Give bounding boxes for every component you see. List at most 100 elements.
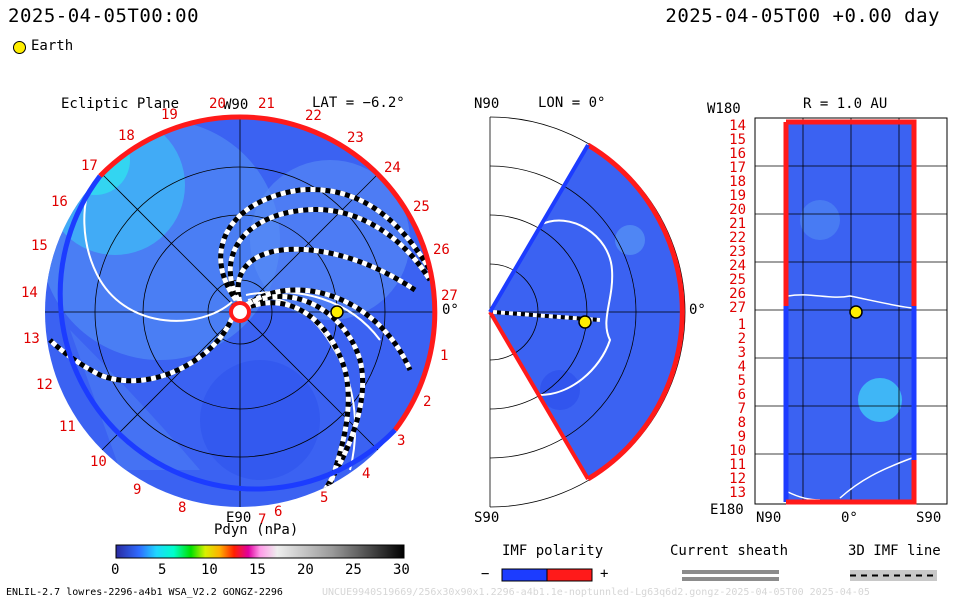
row-label: 22 — [729, 230, 746, 246]
sector-label: 11 — [59, 419, 76, 435]
row-label: 14 — [729, 118, 746, 134]
row-label: 3 — [737, 345, 746, 361]
polarity-negative-swatch — [501, 568, 548, 582]
ecliptic-plane-panel — [45, 114, 438, 507]
longitude-label: LON = 0° — [538, 95, 606, 111]
ecliptic-title: Ecliptic Plane — [61, 96, 180, 112]
row-label: 12 — [729, 471, 746, 487]
row-label: 1 — [737, 317, 746, 333]
row-label: 19 — [729, 188, 746, 204]
radial-surface-panel — [754, 117, 948, 505]
row-label: 2 — [737, 331, 746, 347]
colorbar-tick: 30 — [393, 562, 410, 578]
meridional-0deg-label: 0° — [689, 302, 706, 318]
earth-marker-radial — [849, 305, 863, 319]
ecliptic-0deg-label: 0° — [442, 302, 459, 318]
sector-label: 8 — [178, 500, 187, 516]
row-label: 23 — [729, 244, 746, 260]
sector-label: 23 — [347, 130, 364, 146]
row-label: 15 — [729, 132, 746, 148]
row-label: 26 — [729, 286, 746, 302]
colorbar-tick: 10 — [201, 562, 218, 578]
sector-label: 7 — [258, 512, 267, 528]
sector-label: 18 — [118, 128, 135, 144]
colorbar-title: Pdyn (nPa) — [214, 522, 299, 538]
ecliptic-e90-label: E90 — [226, 510, 252, 526]
imf-line-swatch — [850, 570, 937, 581]
sector-label: 26 — [433, 242, 450, 258]
sector-label: 4 — [362, 466, 371, 482]
row-label: 5 — [737, 373, 746, 389]
sector-label: 19 — [161, 107, 178, 123]
row-label: 4 — [737, 359, 746, 375]
sector-label: 15 — [31, 238, 48, 254]
imf-line-title: 3D IMF line — [848, 543, 941, 559]
sector-label: 22 — [305, 108, 322, 124]
sector-label: 21 — [258, 96, 275, 112]
model-info: ENLIL-2.7 lowres-2296-a4b1 WSA_V2.2 GONG… — [6, 587, 283, 598]
meridional-n90-label: N90 — [474, 96, 500, 112]
row-label: 24 — [729, 258, 746, 274]
row-label: 6 — [737, 387, 746, 403]
latitude-label: LAT = −6.2° — [312, 95, 405, 111]
sector-label: 10 — [90, 454, 107, 470]
earth-marker-ecliptic — [330, 305, 344, 319]
current-sheath-swatch — [682, 570, 779, 581]
colorbar-tick: 5 — [158, 562, 167, 578]
polarity-plus-label: + — [600, 566, 609, 582]
radial-xlabel-n90: N90 — [756, 510, 782, 526]
pdyn-colorbar — [115, 544, 405, 559]
earth-legend-label: Earth — [31, 38, 74, 54]
sector-label: 6 — [274, 504, 283, 520]
sector-label: 9 — [133, 482, 142, 498]
colorbar-tick: 0 — [111, 562, 120, 578]
sector-label: 20 — [209, 96, 226, 112]
datetime-left: 2025-04-05T00:00 — [8, 5, 200, 27]
sector-label: 3 — [397, 433, 406, 449]
row-label: 11 — [729, 457, 746, 473]
datetime-right: 2025-04-05T00 +0.00 day — [665, 5, 940, 27]
sector-label: 24 — [384, 160, 401, 176]
earth-legend-icon — [13, 41, 26, 54]
radius-label: R = 1.0 AU — [803, 96, 888, 112]
imf-polarity-title: IMF polarity — [502, 543, 604, 559]
row-label: 10 — [729, 443, 746, 459]
ecliptic-w90-label: W90 — [223, 97, 249, 113]
colorbar-tick: 20 — [297, 562, 314, 578]
sector-label: 27 — [441, 288, 458, 304]
meridional-s90-label: S90 — [474, 510, 500, 526]
row-label: 9 — [737, 429, 746, 445]
row-label: 27 — [729, 300, 746, 316]
radial-xlabel-s90: S90 — [916, 510, 942, 526]
polarity-minus-label: − — [481, 566, 490, 582]
row-label: 16 — [729, 146, 746, 162]
polarity-positive-swatch — [546, 568, 593, 582]
row-label: 18 — [729, 174, 746, 190]
row-label: 13 — [729, 485, 746, 501]
radial-w180-label: W180 — [707, 101, 741, 117]
row-label: 8 — [737, 415, 746, 431]
run-info: UNCUE9940S19669/256x30x90x1.2296-a4b1.1e… — [322, 587, 870, 598]
sun-marker — [229, 301, 251, 323]
radial-e180-label: E180 — [710, 502, 744, 518]
row-label: 17 — [729, 160, 746, 176]
row-label: 25 — [729, 272, 746, 288]
colorbar-tick: 25 — [345, 562, 362, 578]
sector-label: 16 — [51, 194, 68, 210]
sector-label: 5 — [320, 490, 329, 506]
colorbar-tick: 15 — [249, 562, 266, 578]
sector-label: 25 — [413, 199, 430, 215]
sector-label: 17 — [81, 158, 98, 174]
radial-xlabel-0: 0° — [841, 510, 858, 526]
sector-label: 14 — [21, 285, 38, 301]
sector-label: 12 — [36, 377, 53, 393]
sector-label: 2 — [423, 394, 432, 410]
sector-label: 1 — [440, 348, 449, 364]
row-label: 21 — [729, 216, 746, 232]
row-label: 7 — [737, 401, 746, 417]
earth-marker-meridional — [578, 315, 592, 329]
sector-label: 13 — [23, 331, 40, 347]
current-sheath-title: Current sheath — [670, 543, 789, 559]
row-label: 20 — [729, 202, 746, 218]
meridional-plane-panel — [488, 116, 686, 508]
